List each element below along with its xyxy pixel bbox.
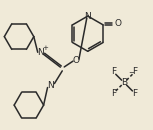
Text: F: F [111, 89, 116, 98]
Text: −: − [128, 70, 134, 76]
Text: F: F [111, 67, 116, 76]
Text: F: F [132, 67, 138, 76]
Text: N: N [37, 48, 44, 57]
Text: N: N [84, 12, 91, 21]
Text: +: + [43, 45, 49, 51]
Text: O: O [73, 56, 80, 65]
Text: B: B [121, 78, 127, 87]
Text: F: F [132, 89, 138, 98]
Text: O: O [114, 19, 121, 28]
Text: N: N [47, 81, 54, 90]
